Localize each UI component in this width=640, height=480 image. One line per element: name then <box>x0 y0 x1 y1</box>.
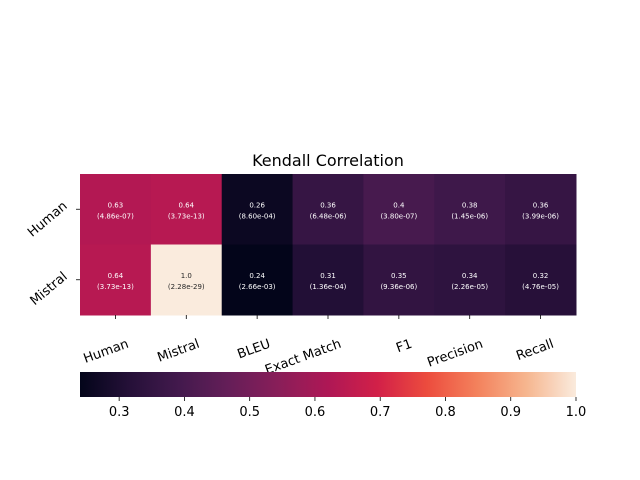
heatmap-cell <box>505 174 577 245</box>
cell-value-label: 0.32 <box>533 272 549 280</box>
cell-pvalue-label: (2.26e-05) <box>451 283 488 291</box>
column-label: Recall <box>514 337 556 364</box>
cell-pvalue-label: (2.66e-03) <box>239 283 276 291</box>
cell-value-label: 0.64 <box>108 272 124 280</box>
heatmap-cell <box>292 244 364 316</box>
heatmap-cell <box>150 174 223 245</box>
cell-value-label: 0.38 <box>462 201 478 209</box>
heatmap-cell <box>292 174 364 245</box>
column-label: Precision <box>425 337 485 371</box>
cell-value-label: 0.4 <box>393 201 405 209</box>
cell-pvalue-label: (4.76e-05) <box>522 283 559 291</box>
column-label: Human <box>82 337 131 367</box>
heatmap-cell <box>150 244 223 316</box>
colorbar-tick-label: 0.7 <box>370 405 391 420</box>
cell-pvalue-label: (3.73e-13) <box>168 212 205 220</box>
heatmap-cells: 0.63 (4.86e-07) 0.64 (3.73e-13) 0.26 (8.60e-0… <box>80 174 577 316</box>
cell-pvalue-label: (6.48e-06) <box>310 212 347 220</box>
heatmap-cell <box>221 174 294 245</box>
column-label: Mistral <box>156 337 202 366</box>
cell-pvalue-label: (3.80e-07) <box>380 212 417 220</box>
colorbar-ticks: 0.3 0.4 0.5 0.6 0.7 0.8 0.9 1.0 <box>109 397 587 420</box>
column-label: F1 <box>394 337 414 356</box>
heatmap-cell <box>363 244 435 316</box>
heatmap-cell <box>434 174 506 245</box>
heatmap-cell <box>80 244 152 316</box>
colorbar-tick-label: 0.6 <box>305 405 326 420</box>
heatmap-cell <box>505 244 577 316</box>
cell-value-label: 0.36 <box>320 201 336 209</box>
colorbar-tick-label: 0.5 <box>239 405 260 420</box>
heatmap-cell <box>363 174 435 245</box>
heatmap-cell <box>80 174 152 245</box>
cell-pvalue-label: (1.36e-04) <box>310 283 347 291</box>
heatmap-cell <box>221 244 294 316</box>
colorbar-tick-label: 0.4 <box>174 405 195 420</box>
row-labels: Human Mistral <box>25 199 80 309</box>
cell-value-label: 0.63 <box>108 201 124 209</box>
colorbar-tick-label: 0.3 <box>109 405 130 420</box>
colorbar-tick-label: 0.8 <box>435 405 456 420</box>
cell-pvalue-label: (3.99e-06) <box>522 212 559 220</box>
colorbar-tick-label: 0.9 <box>500 405 521 420</box>
colorbar <box>80 372 576 397</box>
cell-pvalue-label: (1.45e-06) <box>451 212 488 220</box>
cell-value-label: 0.64 <box>178 201 194 209</box>
cell-value-label: 0.34 <box>462 272 478 280</box>
cell-value-label: 0.26 <box>249 201 265 209</box>
cell-pvalue-label: (3.73e-13) <box>97 283 134 291</box>
cell-value-label: 0.31 <box>320 272 336 280</box>
row-label: Human <box>25 199 71 241</box>
cell-value-label: 0.35 <box>391 272 407 280</box>
cell-value-label: 0.36 <box>533 201 549 209</box>
colorbar-tick-label: 1.0 <box>566 405 587 420</box>
cell-pvalue-label: (8.60e-04) <box>239 212 276 220</box>
cell-pvalue-label: (2.28e-29) <box>168 283 205 291</box>
row-label: Mistral <box>28 269 71 309</box>
cell-value-label: 0.24 <box>249 272 265 280</box>
cell-value-label: 1.0 <box>181 272 192 280</box>
cell-pvalue-label: (9.36e-06) <box>380 283 417 291</box>
cell-pvalue-label: (4.86e-07) <box>97 212 134 220</box>
heatmap-cell <box>434 244 506 316</box>
column-label: Exact Match <box>263 337 343 378</box>
column-label: BLEU <box>236 337 273 363</box>
chart-title: Kendall Correlation <box>252 151 404 170</box>
